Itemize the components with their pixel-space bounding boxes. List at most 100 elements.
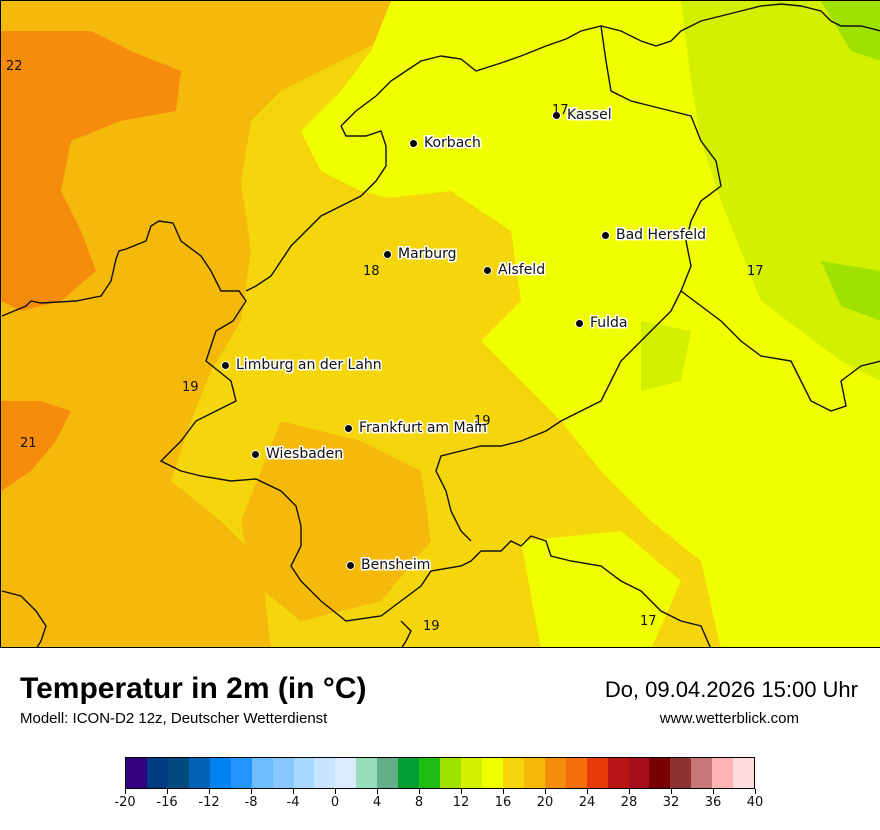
legend-tick-label: 8 [414,795,424,810]
city-dot-icon [575,318,584,328]
legend-color-cell [628,758,650,788]
city-dot-icon [344,423,353,433]
temperature-value-label: 17 [552,103,569,118]
legend-color-cell [335,758,357,788]
legend-color-cell [481,758,503,788]
legend-tick-mark [293,789,294,794]
legend-color-cell [461,758,482,788]
legend-tick-mark [251,789,252,794]
city-marker: Fulda [575,315,628,331]
city-marker: Marburg [383,246,457,262]
legend-tick-label: 16 [494,795,512,810]
legend-tick-label: -4 [286,795,300,810]
city-dot-icon [409,138,418,148]
temperature-value-label: 22 [6,59,23,74]
legend-tick-label: 0 [330,795,340,810]
city-label: Frankfurt am Main [359,420,487,436]
legend-tick-label: 32 [662,795,680,810]
temperature-field [1,1,880,647]
legend-tick-mark [125,789,126,794]
legend-color-cell [356,758,378,788]
city-label: Bensheim [361,557,431,573]
legend-color-cell [733,758,755,788]
legend-tick-mark [419,789,420,794]
city-dot-icon [383,249,392,259]
legend-color-cell [523,758,545,788]
temperature-value-label: 19 [423,619,440,634]
temperature-value-label: 19 [474,414,491,429]
city-marker: Alsfeld [483,262,545,278]
temperature-value-label: 17 [640,614,657,629]
legend-tick-label: -8 [244,795,258,810]
legend-color-cell [502,758,524,788]
legend-color-cell [586,758,608,788]
legend-color-cell [230,758,252,788]
legend-color-cell [272,758,294,788]
city-dot-icon [346,560,355,570]
city-marker: Korbach [409,135,481,151]
legend-tick-mark [587,789,588,794]
legend-tick-mark [629,789,630,794]
city-label: Alsfeld [498,262,546,278]
temperature-value-label: 17 [747,264,764,279]
city-label: Marburg [398,246,457,262]
city-dot-icon [483,265,492,275]
legend-tick-label: 4 [372,795,382,810]
temperature-value-label: 21 [20,436,37,451]
city-dot-icon [251,449,260,459]
city-label: Wiesbaden [266,446,344,462]
color-legend [125,757,755,789]
city-marker: Kassel [552,107,612,123]
legend-color-cell [188,758,210,788]
city-dot-icon [552,110,561,120]
legend-tick-label: -12 [198,795,220,810]
city-marker: Bensheim [346,557,430,573]
legend-color-cell [607,758,629,788]
city-label: Fulda [590,315,628,331]
legend-color-cell [398,758,420,788]
legend-color-cell [209,758,231,788]
map-title: Temperatur in 2m (in °C) [20,672,367,705]
legend-color-cell [670,758,692,788]
legend-color-cell [167,758,189,788]
legend-color-cell [314,758,336,788]
legend-color-cell [649,758,671,788]
legend-tick-mark [377,789,378,794]
city-label: Limburg an der Lahn [236,357,382,373]
legend-tick-mark [671,789,672,794]
legend-color-cell [293,758,315,788]
legend-tick-mark [545,789,546,794]
legend-tick-label: 20 [536,795,554,810]
legend-tick-label: -16 [156,795,178,810]
legend-color-cell [126,758,147,788]
city-dot-icon [221,360,230,370]
legend-tick-mark [713,789,714,794]
legend-tick-label: 40 [746,795,764,810]
website-link[interactable]: www.wetterblick.com [659,710,799,727]
legend-color-cell [712,758,734,788]
legend-color-cell [565,758,587,788]
city-marker: Wiesbaden [251,446,343,462]
legend-tick-mark [209,789,210,794]
legend-tick-label: 24 [578,795,596,810]
legend-tick-label: 12 [452,795,470,810]
legend-tick-mark [755,789,756,794]
legend-tick-mark [335,789,336,794]
legend-color-cell [419,758,441,788]
legend-tick-mark [503,789,504,794]
city-marker: Bad Hersfeld [601,227,706,243]
legend-color-cell [146,758,168,788]
model-info: Modell: ICON-D2 12z, Deutscher Wetterdie… [20,710,328,727]
city-marker: Frankfurt am Main [344,420,487,436]
legend-tick-label: -20 [114,795,136,810]
legend-color-cell [377,758,399,788]
temperature-value-label: 18 [363,264,380,279]
legend-color-cell [544,758,566,788]
city-label: Korbach [424,135,481,151]
valid-datetime: Do, 09.04.2026 15:00 Uhr [604,677,858,702]
legend-color-cell [440,758,461,788]
legend-color-cell [691,758,713,788]
legend-color-cell [251,758,273,788]
city-marker: Limburg an der Lahn [221,357,382,373]
legend-tick-label: 36 [704,795,722,810]
